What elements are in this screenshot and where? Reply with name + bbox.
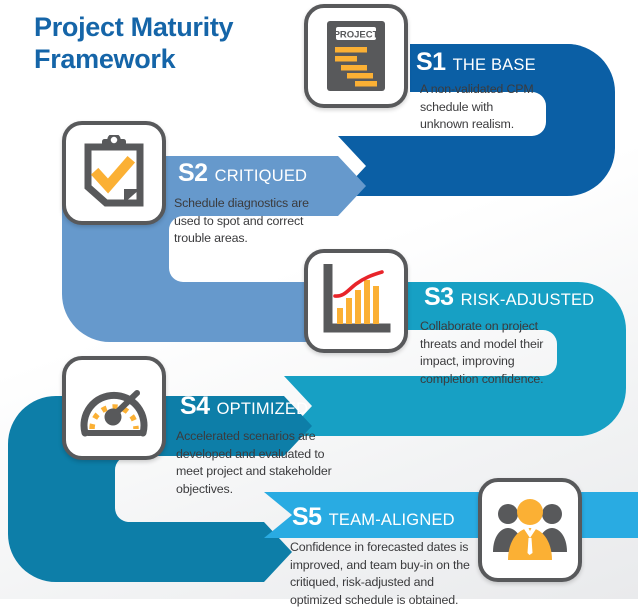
stage-number-s1: S1 bbox=[416, 48, 446, 76]
stage-desc-s2: Schedule diagnostics are used to spot an… bbox=[174, 196, 309, 246]
speedometer-gauge-icon bbox=[80, 390, 148, 437]
bar-chart-trend-icon bbox=[323, 264, 391, 333]
stage-desc-s1: A non-validated CPM schedule with unknow… bbox=[420, 82, 534, 132]
stage-name-s5: TEAM-ALIGNED bbox=[328, 511, 455, 529]
banner-strip-s1 bbox=[410, 43, 581, 92]
stage-label-s3: S3 RISK-ADJUSTED bbox=[424, 283, 594, 312]
icon-tile-s2[interactable] bbox=[62, 121, 166, 225]
stage-number-s2: S2 bbox=[178, 159, 208, 187]
stage-name-s4: OPTIMIZED bbox=[216, 400, 309, 418]
icon-tile-s5[interactable] bbox=[478, 478, 582, 582]
project-document-icon: PROJECT bbox=[327, 21, 385, 91]
stage-number-s5: S5 bbox=[292, 503, 322, 531]
icon-tile-s4[interactable] bbox=[62, 356, 166, 460]
project-document-label: PROJECT bbox=[334, 30, 379, 41]
icon-tile-s1[interactable]: PROJECT bbox=[304, 4, 408, 108]
stage-label-s5: S5 TEAM-ALIGNED bbox=[292, 503, 455, 532]
stage-label-s4: S4 OPTIMIZED bbox=[180, 392, 308, 421]
stage-name-s1: THE BASE bbox=[452, 56, 536, 74]
stage-number-s4: S4 bbox=[180, 392, 210, 420]
stage-desc-s4: Accelerated scenarios are developed and … bbox=[176, 429, 332, 496]
stage-label-s1: S1 THE BASE bbox=[416, 48, 536, 77]
stage-label-s2: S2 CRITIQUED bbox=[178, 159, 307, 188]
stage-name-s2: CRITIQUED bbox=[214, 167, 308, 185]
team-people-icon bbox=[493, 499, 567, 560]
stage-name-s3: RISK-ADJUSTED bbox=[460, 291, 595, 309]
stage-number-s3: S3 bbox=[424, 283, 454, 311]
icon-tile-s3[interactable] bbox=[304, 249, 408, 353]
stage-desc-s3: Collaborate on project threats and model… bbox=[420, 319, 544, 386]
page-title: Project Maturity Framework bbox=[34, 12, 234, 74]
clipboard-check-icon bbox=[84, 135, 144, 207]
